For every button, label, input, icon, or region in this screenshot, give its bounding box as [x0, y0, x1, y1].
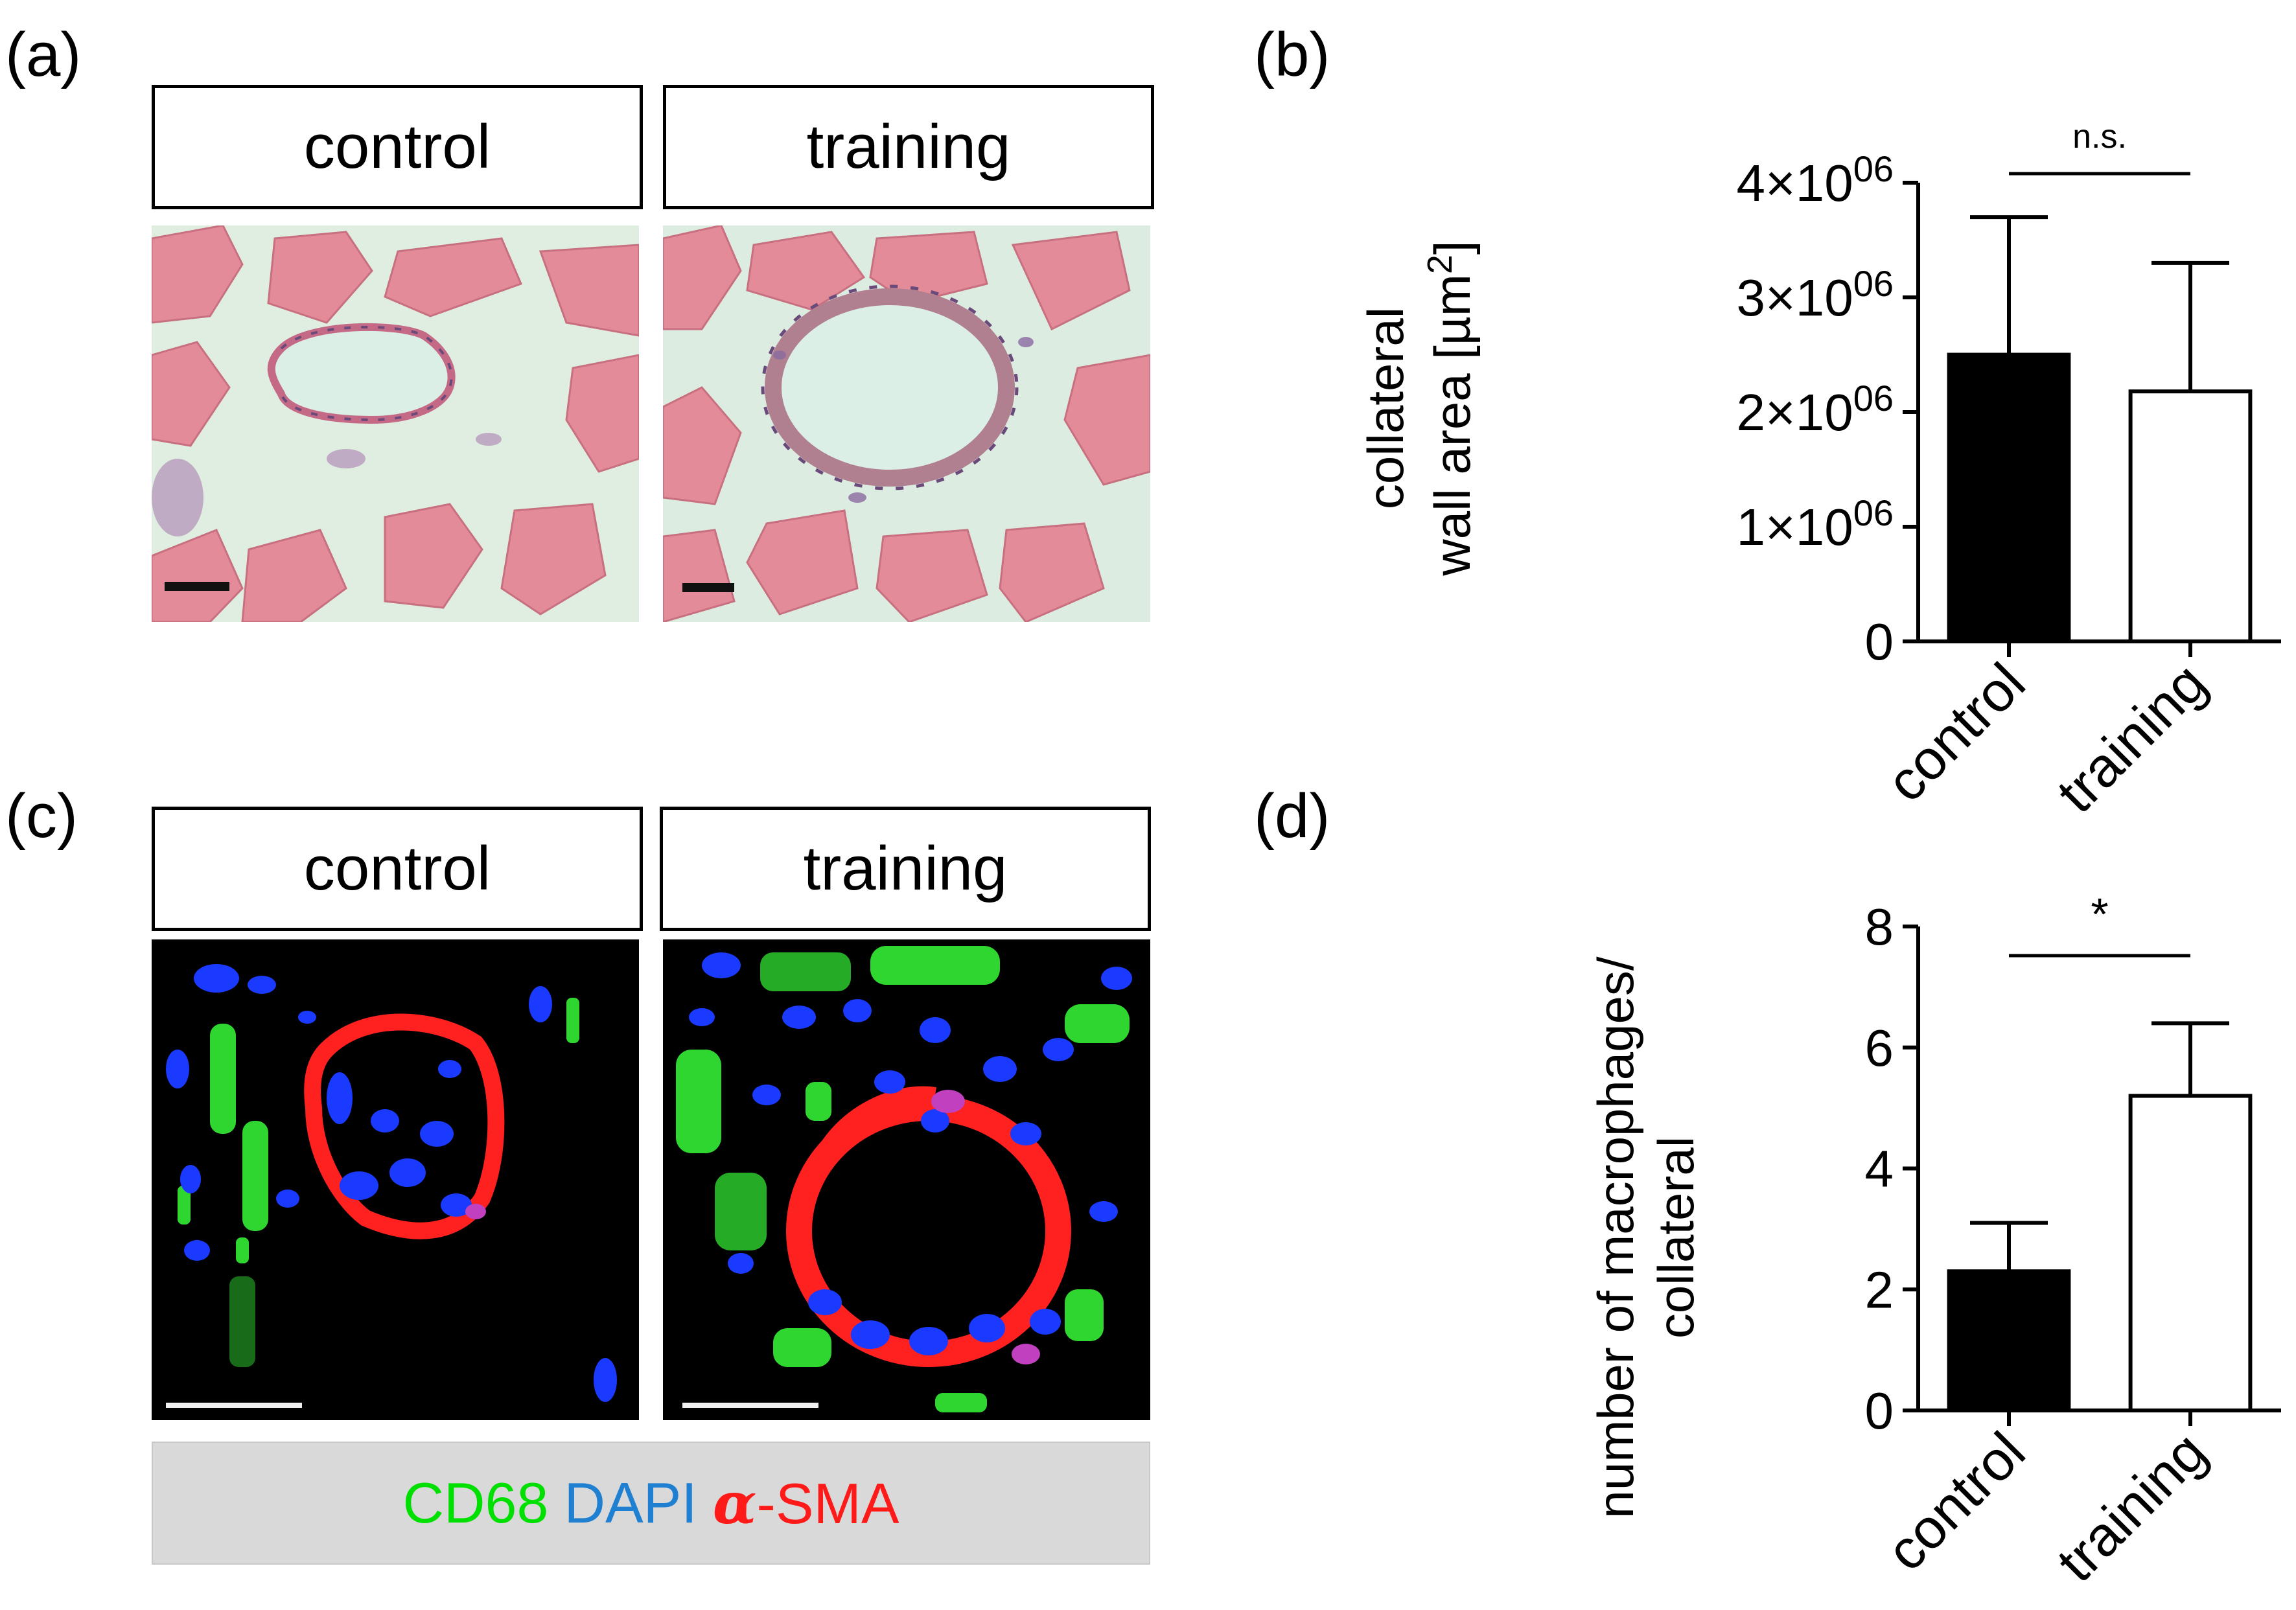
chart-d-ytick-label: 8: [1865, 898, 1894, 956]
chart-b-ytick-exponent: 06: [1853, 492, 1894, 533]
stain-legend: CD68 DAPI α-SMA: [152, 1442, 1150, 1565]
chart-b-ytick-label: 1×1006: [1737, 492, 1894, 556]
chart-b-ylabel-bracket: ]: [1424, 240, 1481, 255]
chart-d-ylabel-line1: number of macrophages/: [1587, 956, 1644, 1518]
chart-b-ytick-base: 1×10: [1737, 498, 1853, 556]
fluorescence-micrograph-control: [152, 939, 639, 1420]
chart-b-bar-training: [2128, 389, 2253, 643]
chart-b-ytick-label: 4×1006: [1737, 148, 1894, 212]
chart-b-ytick-label: 0: [1865, 613, 1894, 671]
chart-d-plot: 0 2 4 6 8 control training *: [1865, 889, 2281, 1594]
chart-d-ytick-label: 6: [1865, 1019, 1894, 1077]
legend-alpha: α: [712, 1469, 757, 1537]
panel-c-label-control: control: [152, 807, 643, 931]
chart-b-ytick-exponent: 06: [1853, 148, 1894, 189]
legend-alpha-sma: α-SMA: [713, 1469, 899, 1537]
legend-sma: -SMA: [756, 1471, 899, 1535]
he-micrograph-control: [152, 225, 639, 622]
chart-d-bar-control: [1947, 1269, 2071, 1412]
panel-a-letter: (a): [5, 20, 82, 89]
chart-d-xtick-label: control: [1875, 1421, 2037, 1583]
panel-c-letter: (c): [5, 781, 78, 851]
chart-b-ytick-exponent: 06: [1853, 263, 1894, 304]
chart-b-ylabel-line1: collateral: [1357, 307, 1414, 509]
chart-b-ytick-label: 2×1006: [1737, 378, 1894, 441]
legend-dapi: DAPI: [564, 1471, 697, 1535]
chart-b-bar-control: [1947, 352, 2071, 643]
panel-a-label-control: control: [152, 85, 643, 209]
chart-b-ytick-base: 2×10: [1737, 384, 1853, 441]
chart-d-ylabel-line2: collateral: [1647, 1136, 1704, 1339]
panel-a-label-training: training: [663, 85, 1154, 209]
chart-d-ytick-label: 2: [1865, 1261, 1894, 1318]
chart-d-ytick-label: 4: [1865, 1140, 1894, 1198]
chart-b-ylabel-line2: wall area [µm2]: [1421, 240, 1481, 576]
chart-d-xtick-label: training: [2045, 1421, 2218, 1594]
chart-b: collateral wall area [µm2] 01×10062×1006…: [1357, 118, 2281, 816]
chart-d-bar-training: [2128, 1094, 2253, 1412]
panel-d-letter: (d): [1254, 781, 1330, 851]
chart-b-xtick-label: control: [1875, 652, 2037, 814]
chart-d-significance-label: *: [2091, 889, 2108, 939]
panel-c-label-training: training: [660, 807, 1151, 931]
legend-cd68: CD68: [402, 1471, 549, 1535]
chart-d-ytick-label: 0: [1865, 1382, 1894, 1440]
chart-b-ylabel-text: wall area [µm: [1424, 274, 1481, 576]
chart-b-ytick-exponent: 06: [1853, 378, 1894, 419]
chart-b-ytick-base: 4×10: [1737, 154, 1853, 212]
panel-b-letter: (b): [1254, 20, 1330, 89]
fluorescence-micrograph-training: [663, 939, 1150, 1420]
he-micrograph-training: [663, 225, 1150, 622]
chart-b-ylabel-sup: 2: [1421, 255, 1459, 274]
chart-b-ytick-base: 3×10: [1737, 269, 1853, 327]
chart-b-xtick-label: training: [2045, 652, 2218, 816]
chart-b-ytick-label: 3×1006: [1737, 263, 1894, 327]
chart-d: number of macrophages/ collateral 0 2 4 6 8 c…: [1587, 889, 2281, 1594]
chart-b-significance-label: n.s.: [2072, 118, 2127, 155]
